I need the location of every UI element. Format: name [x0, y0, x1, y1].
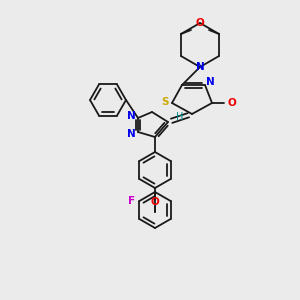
Text: F: F: [128, 196, 135, 206]
Text: O: O: [228, 98, 236, 108]
Text: N: N: [127, 111, 135, 121]
Text: O: O: [196, 18, 204, 28]
Text: N: N: [206, 77, 214, 87]
Text: O: O: [151, 197, 159, 207]
Text: N: N: [196, 62, 204, 72]
Text: H: H: [176, 112, 184, 122]
Text: S: S: [161, 97, 169, 107]
Text: N: N: [127, 129, 135, 139]
